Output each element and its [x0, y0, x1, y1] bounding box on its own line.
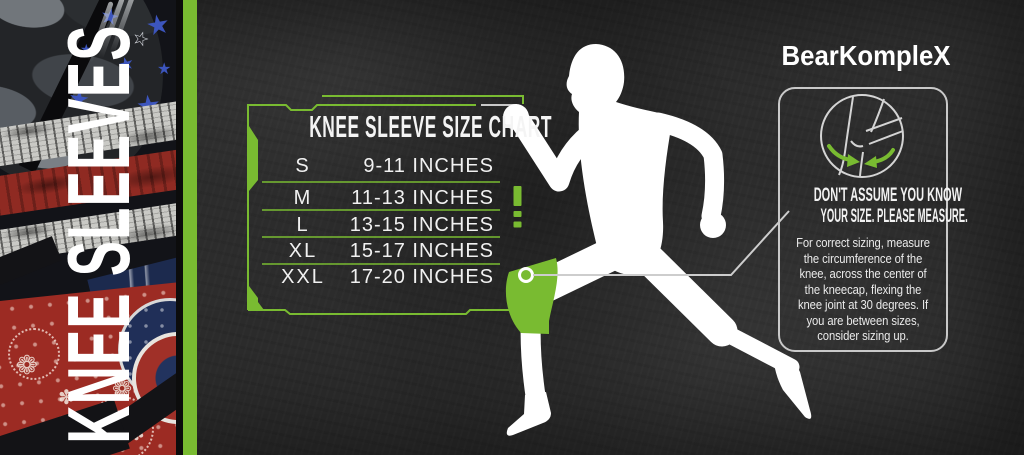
size-range: 17-20 INCHES	[349, 266, 494, 288]
brand-logo: BearKompleX	[781, 40, 951, 71]
size-chart-title: KNEE SLEEVE SIZE CHART	[309, 109, 553, 144]
paisley-motif: ❁	[16, 350, 38, 380]
size-label: M	[293, 187, 313, 209]
collage-divider	[176, 0, 183, 455]
paisley-motif: ✽	[58, 387, 75, 409]
body-line: For correct sizing, measure	[796, 236, 930, 250]
measure-heading-line1: DON'T ASSUME YOU KNOW	[813, 185, 963, 206]
body-line: the kneecap, flexing the	[804, 282, 922, 297]
callout-line	[533, 210, 790, 276]
paisley-ring	[8, 328, 60, 380]
measure-arrows-icon	[827, 144, 895, 168]
size-label: XL	[288, 240, 318, 262]
body-line: you are between sizes,	[806, 313, 920, 328]
knee-circumference-diagram-icon	[820, 94, 904, 178]
measure-panel-outline	[778, 87, 948, 352]
size-range: 9-11 INCHES	[363, 155, 494, 177]
product-collage: ★ ★ ☆ ★ ★ ★ ★ ★ ★ ❁ ✽ ❁ ✺ ✽	[0, 0, 176, 455]
measure-heading-line2: YOUR SIZE. PLEASE MEASURE.	[820, 206, 968, 227]
green-accent-stripe	[183, 0, 197, 455]
knee-sleeve-highlight	[505, 258, 558, 334]
size-chart-frame	[247, 95, 531, 315]
body-line: knee, across the center of	[799, 267, 927, 281]
frame-green-tabs	[249, 126, 522, 310]
size-range: 11-13 INCHES	[351, 187, 494, 209]
size-label: L	[296, 214, 310, 236]
knee-callout-ring	[518, 267, 534, 283]
runner-silhouette	[503, 44, 812, 436]
body-line: consider sizing up.	[817, 329, 909, 343]
vertical-banner-title: KNEE SLEEVES	[49, 24, 148, 444]
body-line: the circumference of the	[803, 251, 923, 266]
size-range: 13-15 INCHES	[349, 214, 494, 236]
size-label: XXL	[281, 266, 325, 288]
body-line: knee joint at 30 degrees. If	[797, 298, 929, 312]
size-range: 15-17 INCHES	[349, 240, 494, 262]
size-label: S	[295, 155, 311, 177]
paisley-motif: ❁	[112, 376, 133, 403]
flag-star-icon: ★	[157, 61, 172, 78]
